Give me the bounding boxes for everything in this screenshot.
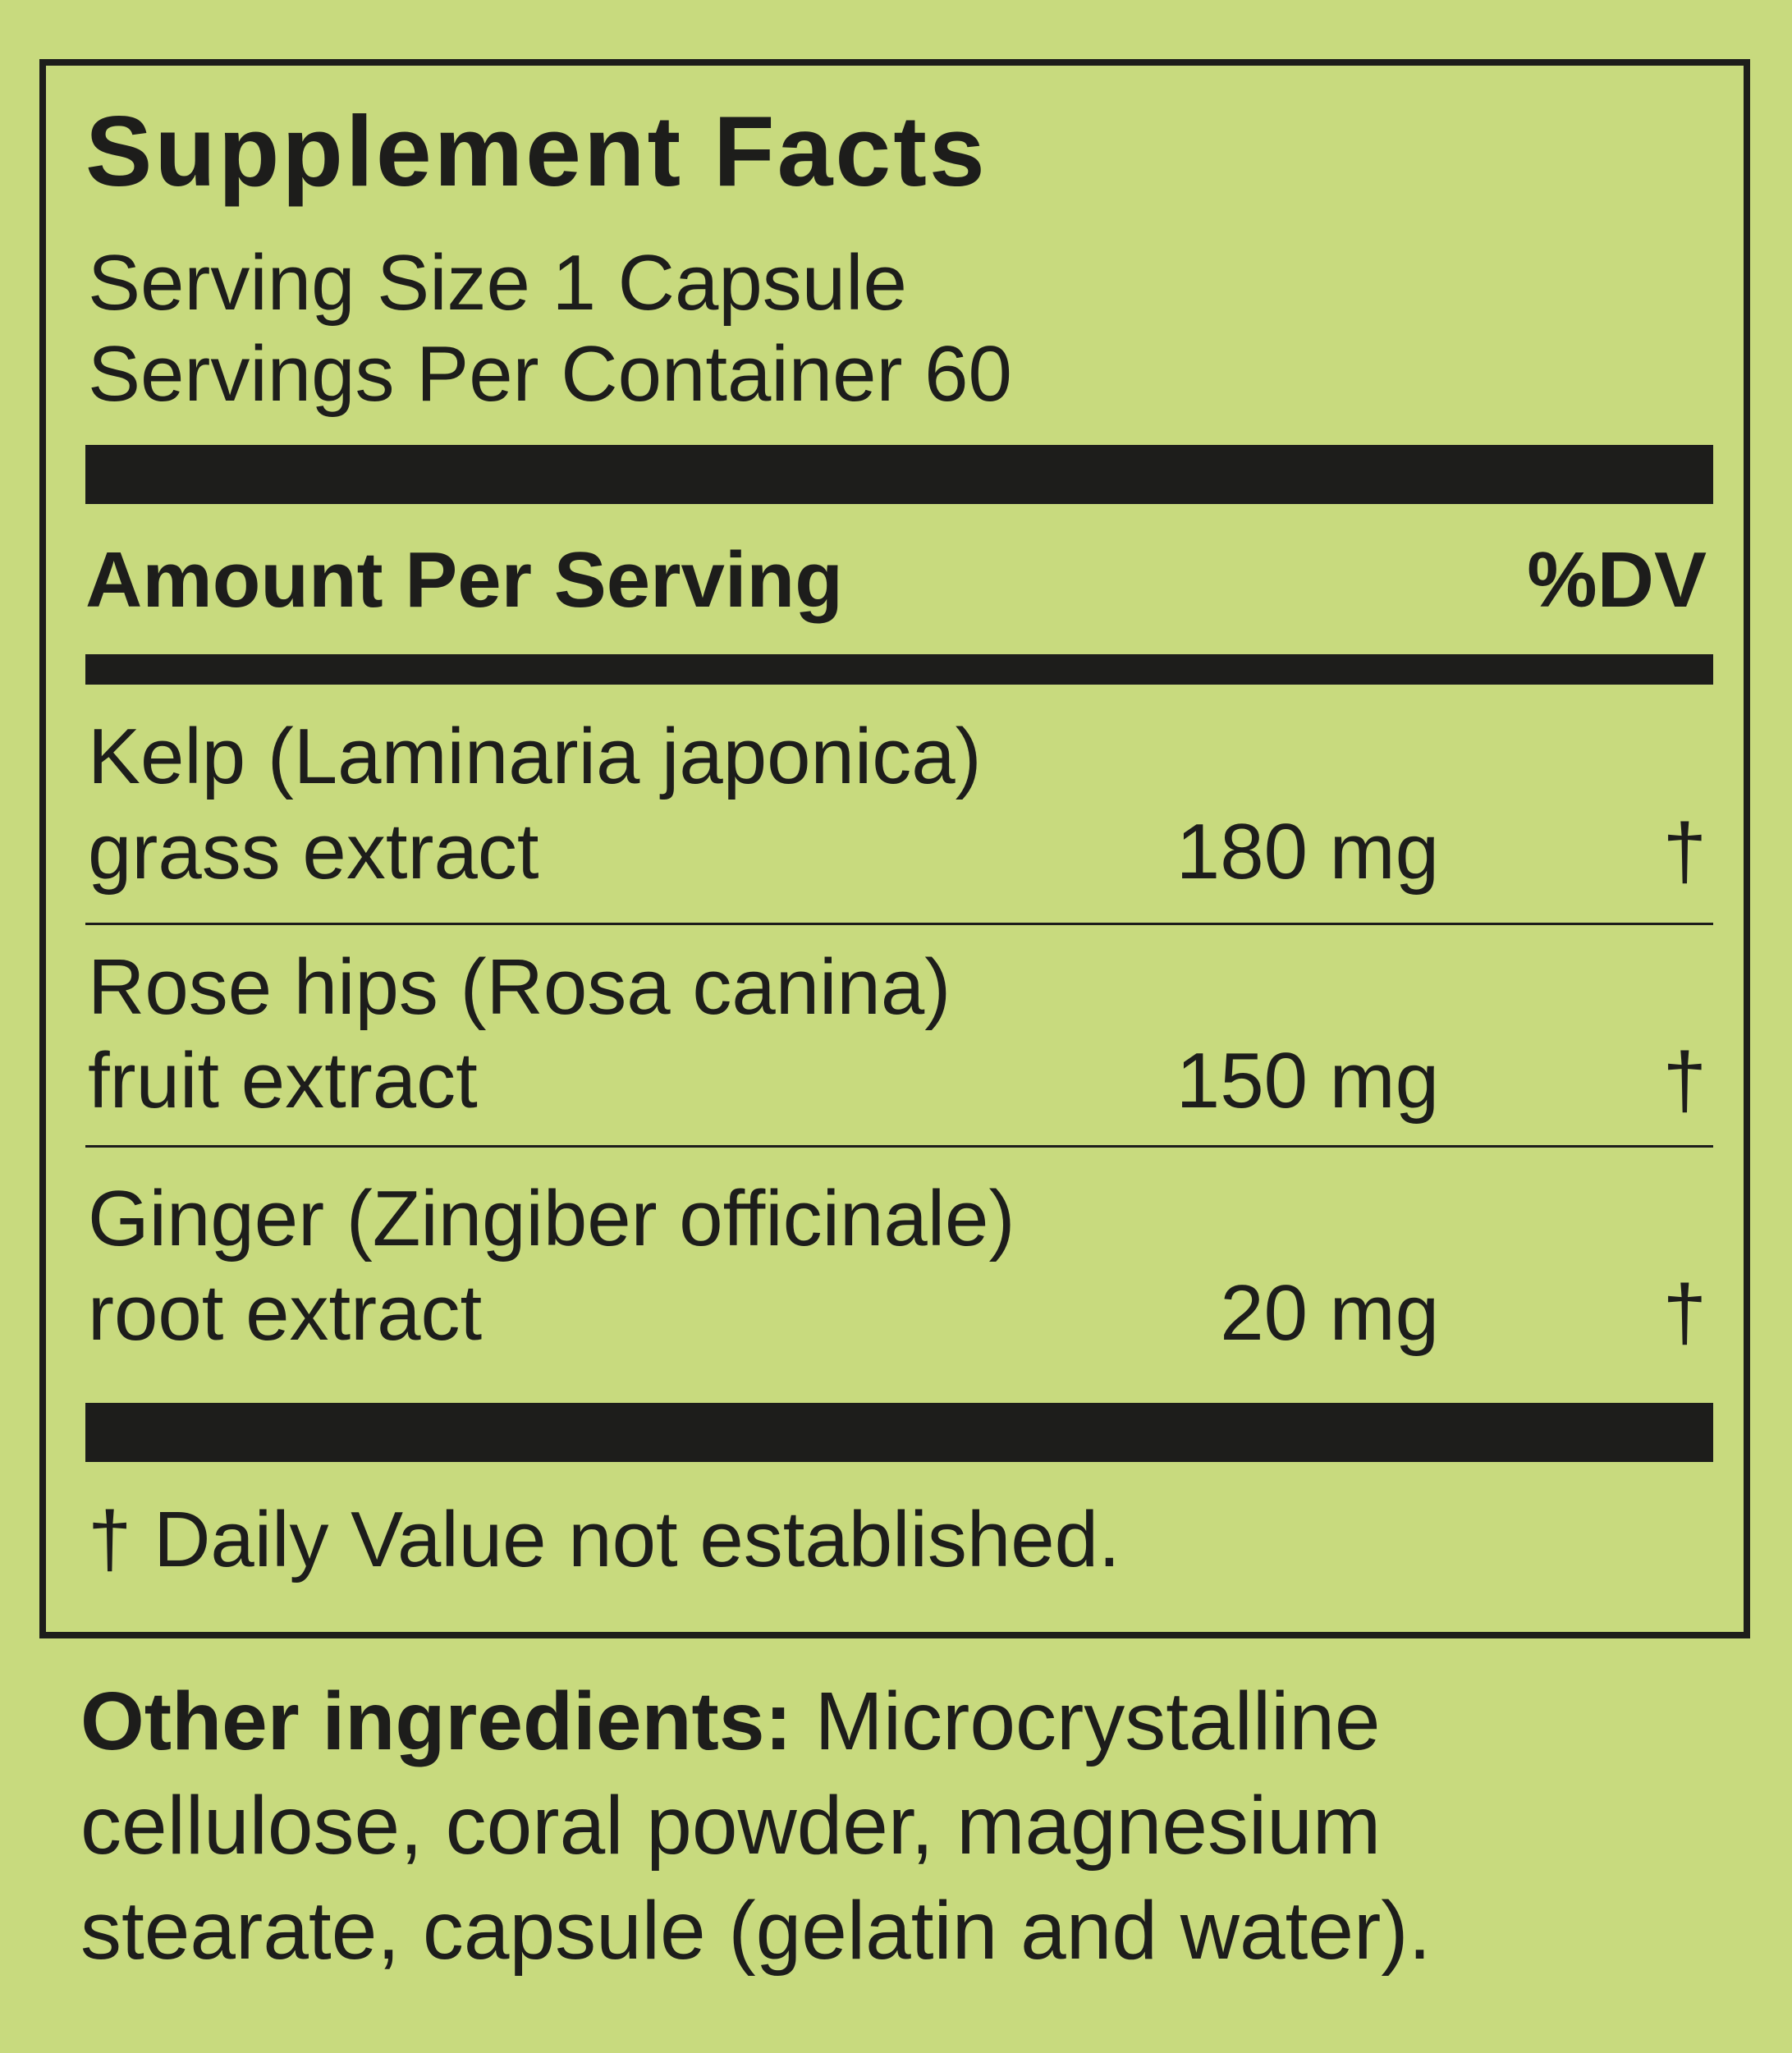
other-ingredients-line: stearate, capsule (gelatin and water).	[80, 1885, 1432, 1977]
ingredient-part: grass extract	[88, 808, 539, 896]
dv-header: %DV	[1527, 536, 1707, 624]
row-divider	[85, 1145, 1713, 1148]
ingredient-dv: †	[1662, 1269, 1707, 1357]
other-ingredients-line: cellulose, coral powder, magnesium	[80, 1780, 1382, 1872]
medium-divider	[85, 654, 1713, 685]
ingredient-amount: 150 mg	[1176, 1037, 1439, 1125]
footnote: † Daily Value not established.	[88, 1496, 1121, 1583]
other-ingredients-line: Other ingredients: Microcrystalline	[80, 1680, 1381, 1762]
ingredient-part: fruit extract	[88, 1037, 478, 1125]
thick-divider	[85, 1403, 1713, 1462]
row-divider	[85, 923, 1713, 925]
ingredient-amount: 20 mg	[1220, 1269, 1439, 1357]
ingredient-dv: †	[1662, 808, 1707, 896]
serving-size: Serving Size 1 Capsule	[88, 239, 907, 327]
ingredient-name: Ginger (Zingiber officinale)	[88, 1175, 1015, 1263]
panel-title: Supplement Facts	[85, 95, 988, 207]
supplement-facts-panel	[39, 59, 1750, 1638]
ingredient-part: root extract	[88, 1269, 483, 1357]
ingredient-name: Kelp (Laminaria japonica)	[88, 713, 982, 800]
thick-divider	[85, 445, 1713, 504]
ingredient-amount: 180 mg	[1176, 808, 1439, 896]
ingredient-dv: †	[1662, 1037, 1707, 1125]
ingredient-name: Rose hips (Rosa canina)	[88, 943, 951, 1031]
other-ingredients-text: Microcrystalline	[791, 1675, 1381, 1767]
servings-per-container: Servings Per Container 60	[88, 330, 1012, 418]
other-ingredients-label: Other ingredients:	[80, 1675, 792, 1767]
amount-per-serving-header: Amount Per Serving	[85, 536, 843, 624]
